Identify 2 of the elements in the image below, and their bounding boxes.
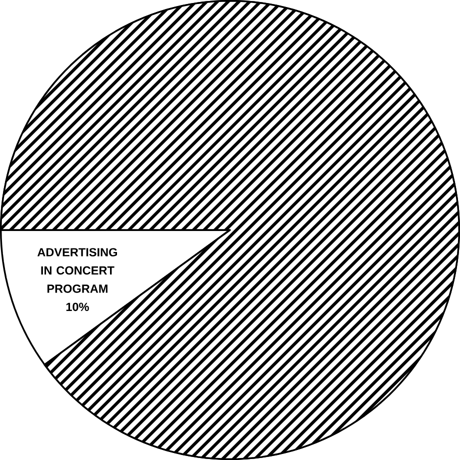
data-label: 10% — [66, 302, 89, 312]
slice-label: ADVERTISING IN CONCERT PROGRAM — [37, 248, 117, 293]
